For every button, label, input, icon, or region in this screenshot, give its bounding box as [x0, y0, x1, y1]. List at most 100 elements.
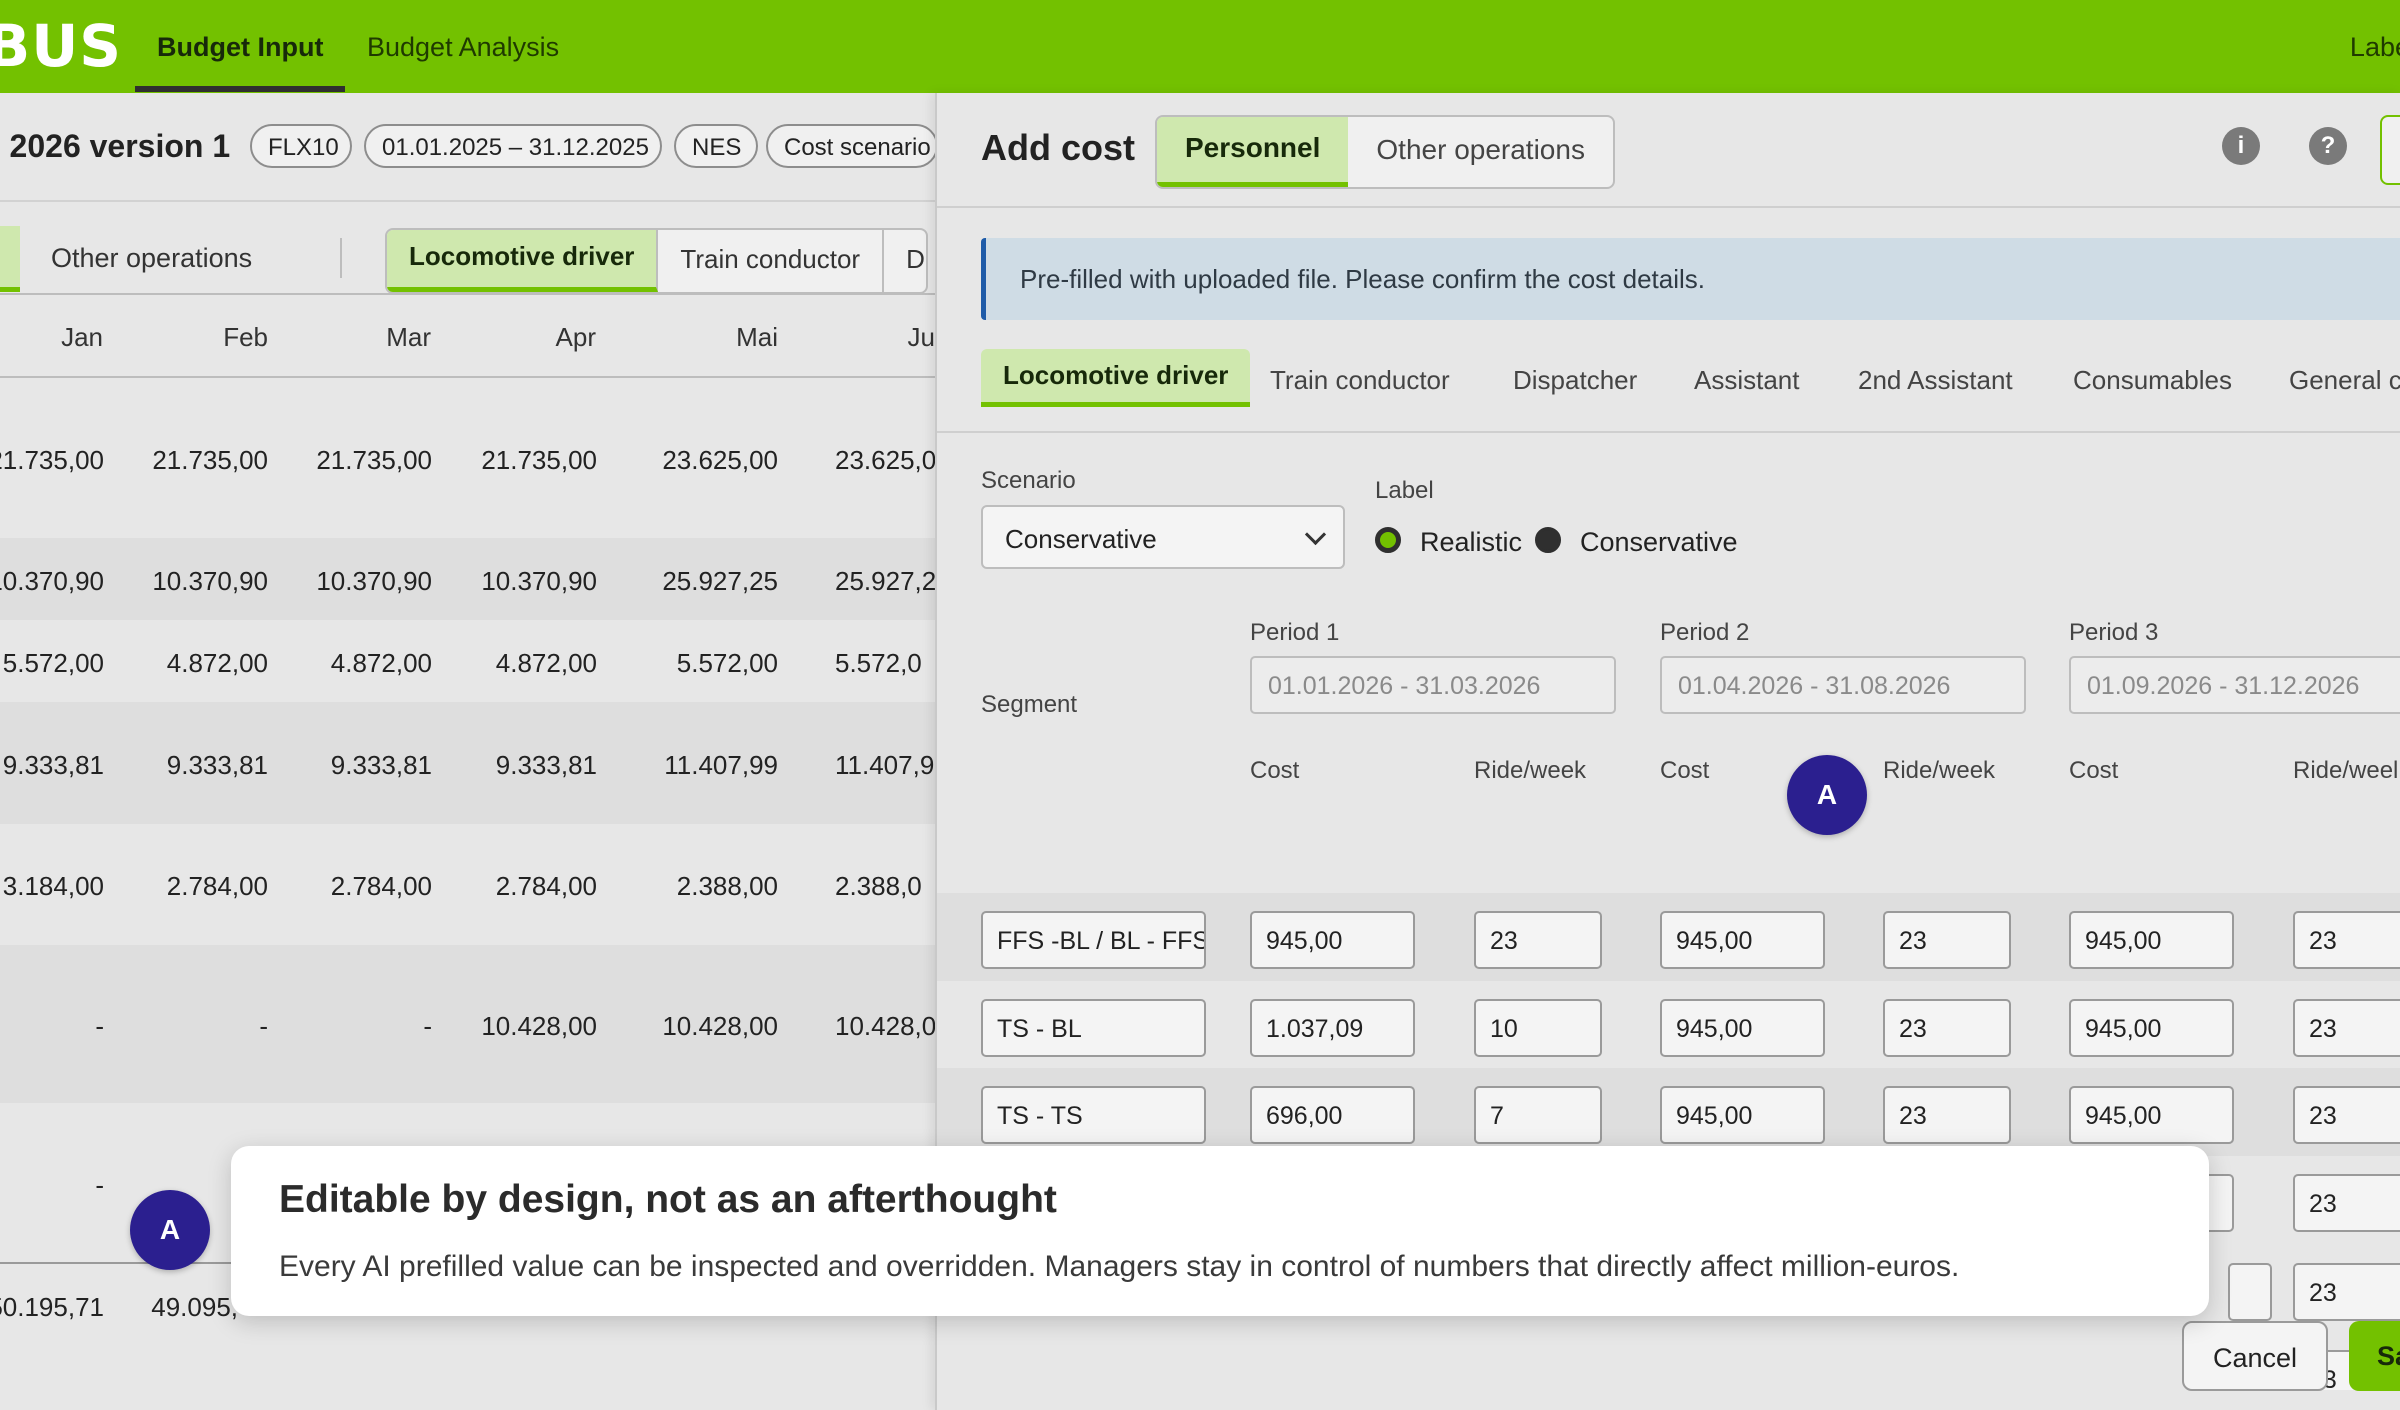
info-icon[interactable]: i	[2222, 127, 2260, 165]
cost-value: 945,00	[1676, 927, 1753, 955]
table-cell: 2.784,00	[330, 871, 432, 901]
cost-input[interactable]: 696,00	[1250, 1086, 1415, 1144]
scenario-label: Scenario	[981, 467, 1076, 494]
divider	[937, 431, 2400, 433]
period-1-range: 01.01.2026 - 31.03.2026	[1250, 656, 1616, 714]
category-tab-locomotive-driver[interactable]: Locomotive driver	[981, 349, 1251, 407]
cost-input[interactable]: 945,00	[2069, 1086, 2234, 1144]
table-cell: 4.872,00	[330, 648, 432, 678]
category-tab-2nd-assistant[interactable]: 2nd Assistant	[1858, 365, 2013, 395]
save-button[interactable]: Sa	[2349, 1321, 2400, 1391]
cost-value: 945,00	[2085, 1015, 2162, 1043]
month-header: Apr	[555, 322, 596, 352]
table-cell: 9.333,81	[166, 750, 268, 780]
chip-date-range: 01.01.2025 – 31.12.2025	[364, 124, 662, 168]
drawer-title: Add cost	[981, 127, 1136, 168]
ride-week-input[interactable]: 23	[1883, 1086, 2011, 1144]
segment-name-value: FFS -BL / BL - FFS	[997, 927, 1206, 955]
scenario-select[interactable]: Conservative	[981, 505, 1345, 569]
nav-tab-budget-analysis[interactable]: Budget Analysis	[367, 32, 560, 62]
ride-week-input[interactable]: 23	[2293, 1086, 2400, 1144]
period-2-range: 01.04.2026 - 31.08.2026	[1660, 656, 2026, 714]
user-menu[interactable]: Labe	[2349, 32, 2400, 62]
table-cell: -	[95, 1170, 104, 1200]
cost-value: 945,00	[1676, 1015, 1753, 1043]
tab-personnel[interactable]: Personnel	[1157, 117, 1349, 187]
cancel-button[interactable]: Cancel	[2182, 1321, 2328, 1391]
prefill-banner: Pre-filled with uploaded file. Please co…	[981, 238, 2400, 320]
ride-week-input[interactable]: 23	[1883, 911, 2011, 969]
ride-week-input[interactable]: 23	[1474, 911, 1602, 969]
ride-week-input[interactable]: 10	[1474, 999, 1602, 1057]
cost-input[interactable]	[2228, 1263, 2272, 1321]
bg-segment-tab-train-conductor[interactable]: Train conductor	[658, 230, 885, 292]
bg-tab-other-operations[interactable]: Other operations	[51, 243, 253, 273]
table-cell: 10.370,90	[481, 566, 597, 596]
month-header: Jan	[61, 322, 103, 352]
table-cell: 21.735,00	[0, 445, 104, 475]
cost-input[interactable]: 945,00	[1660, 1086, 1825, 1144]
table-cell: 10.370,90	[0, 566, 104, 596]
table-cell: 21.735,00	[481, 445, 597, 475]
cost-value: 945,00	[2085, 927, 2162, 955]
drawer-action-button[interactable]	[2380, 115, 2400, 185]
cost-input[interactable]: 945,00	[2069, 999, 2234, 1057]
row-band	[0, 945, 935, 1103]
table-cell: 4.872,00	[495, 648, 597, 678]
ride-week-value: 23	[1899, 927, 1927, 955]
bg-segment-tab-dispatcher[interactable]: Di	[906, 244, 926, 274]
segment-name-input[interactable]: TS - TS	[981, 1086, 1206, 1144]
cost-input[interactable]: 1.037,09	[1250, 999, 1415, 1057]
callout-body: Every AI prefilled value can be inspecte…	[279, 1250, 1960, 1283]
ride-week-input[interactable]: 23	[2293, 911, 2400, 969]
radio-conservative[interactable]	[1535, 527, 1561, 553]
month-header: Feb	[223, 322, 268, 352]
month-header: Mar	[386, 322, 431, 352]
cost-input[interactable]: 945,00	[1250, 911, 1415, 969]
divider	[0, 376, 935, 378]
period-1-label: Period 1	[1250, 619, 1340, 646]
category-tab-assistant[interactable]: Assistant	[1694, 365, 1800, 395]
table-cell: 10.428,00	[662, 1011, 778, 1041]
bg-segment-tab-locomotive-driver[interactable]: Locomotive driver	[387, 230, 659, 292]
segment-name-input[interactable]: FFS -BL / BL - FFS	[981, 911, 1206, 969]
ride-week-value: 23	[1899, 1015, 1927, 1043]
segment-name-value: TS - TS	[997, 1102, 1083, 1130]
nav-tab-budget-input[interactable]: Budget Input	[157, 32, 324, 62]
bg-tab-personnel-edge[interactable]	[0, 226, 20, 292]
cost-input[interactable]: 945,00	[2069, 911, 2234, 969]
col-header-cost: Cost	[1250, 757, 1300, 784]
ride-week-input[interactable]: 23	[2293, 1263, 2400, 1321]
table-cell: 10.428,00	[481, 1011, 597, 1041]
category-tab-dispatcher[interactable]: Dispatcher	[1513, 365, 1638, 395]
chip-region: NES	[674, 124, 758, 168]
month-header: Mai	[736, 322, 778, 352]
chevron-down-icon	[1304, 523, 1327, 546]
table-cell: 2.388,00	[676, 871, 778, 901]
radio-realistic-label[interactable]: Realistic	[1420, 527, 1523, 557]
divider	[0, 293, 935, 295]
ride-week-input[interactable]: 23	[2293, 1174, 2400, 1232]
table-cell: 5.572,00	[676, 648, 778, 678]
tab-other-operations[interactable]: Other operations	[1376, 134, 1585, 165]
ride-week-input[interactable]: 7	[1474, 1086, 1602, 1144]
radio-realistic[interactable]	[1375, 527, 1401, 553]
chip-cost-scenario: Cost scenario	[766, 124, 938, 168]
category-tab-general[interactable]: General c	[2289, 365, 2400, 395]
cost-input[interactable]: 945,00	[1660, 999, 1825, 1057]
help-icon[interactable]: ?	[2309, 127, 2347, 165]
category-tab-train-conductor[interactable]: Train conductor	[1270, 365, 1450, 395]
total-cell: 50.195,71	[0, 1292, 104, 1322]
segment-name-input[interactable]: TS - BL	[981, 999, 1206, 1057]
cost-input[interactable]: 945,00	[1660, 911, 1825, 969]
cost-value: 945,00	[1676, 1102, 1753, 1130]
scenario-value: Conservative	[1005, 524, 1157, 554]
radio-conservative-label[interactable]: Conservative	[1580, 527, 1738, 557]
ride-week-input[interactable]: 23	[2293, 999, 2400, 1057]
row-band	[0, 538, 935, 620]
table-cell: 3.184,00	[2, 871, 104, 901]
ride-week-value: 7	[1490, 1102, 1504, 1130]
category-tab-consumables[interactable]: Consumables	[2073, 365, 2232, 395]
table-cell: 10.370,90	[152, 566, 268, 596]
ride-week-input[interactable]: 23	[1883, 999, 2011, 1057]
